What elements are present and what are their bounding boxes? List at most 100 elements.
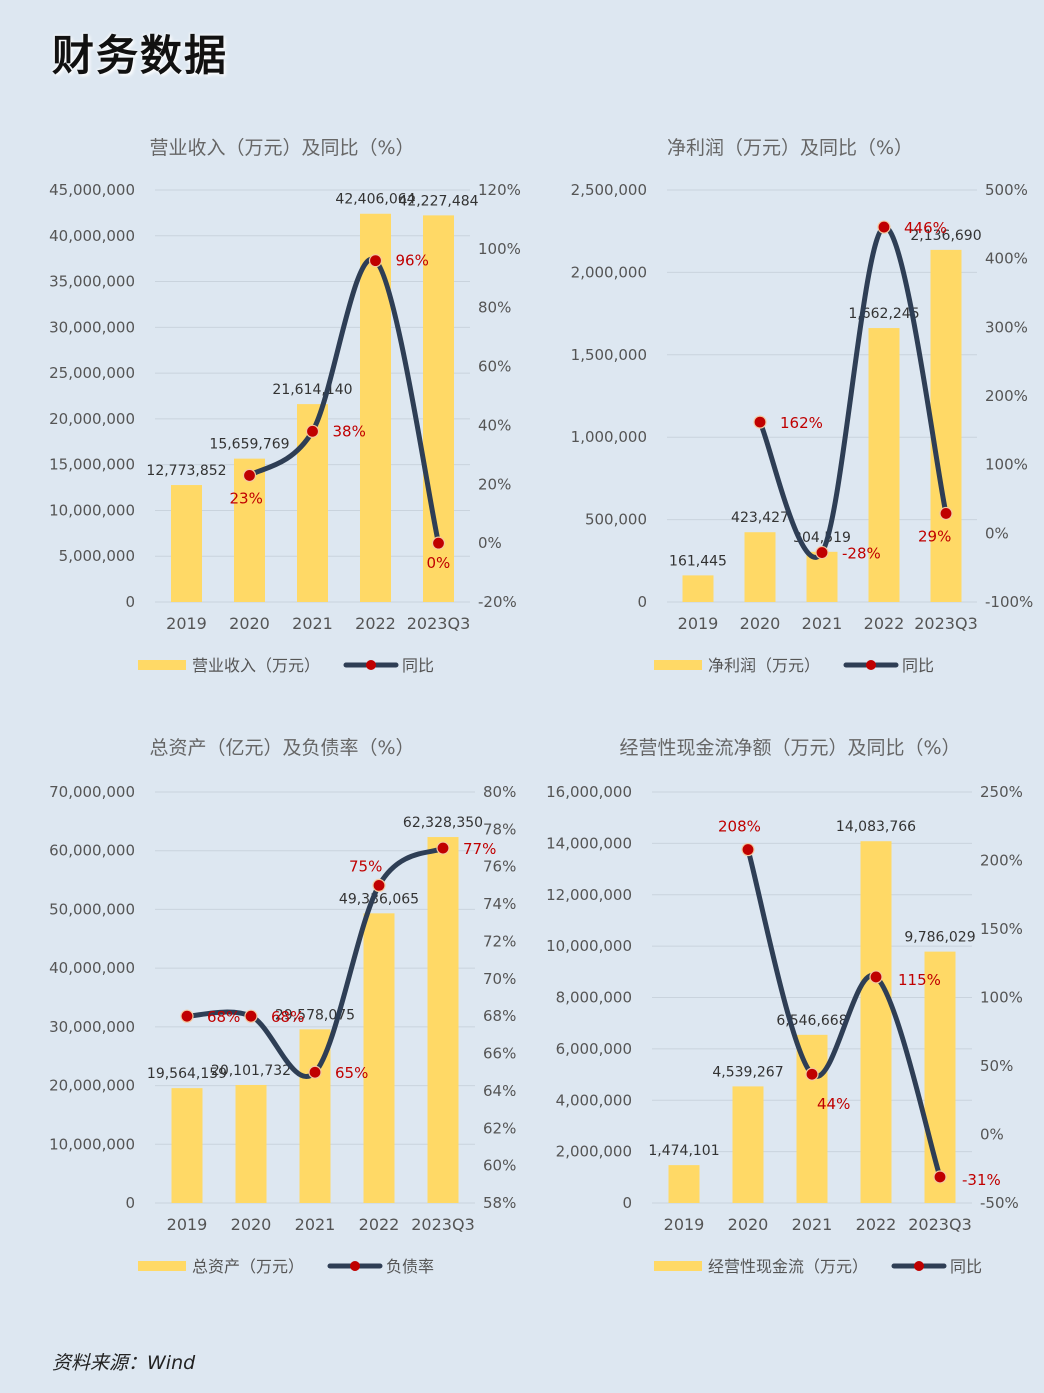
line-point <box>815 545 829 560</box>
right-axis-tick: 100% <box>985 456 1028 474</box>
left-axis-tick: 1,500,000 <box>571 346 647 364</box>
line-series <box>757 224 949 560</box>
left-axis-tick: 10,000,000 <box>546 937 632 955</box>
line-point <box>180 1009 194 1023</box>
bar-value-label: 161,445 <box>669 553 727 569</box>
right-axis-tick: 78% <box>483 820 516 838</box>
category-label: 2023Q3 <box>407 614 471 633</box>
line-point <box>933 1170 947 1184</box>
right-axis-tick: 66% <box>483 1045 516 1063</box>
chart-title: 营业收入（万元）及同比（%） <box>149 137 414 159</box>
line-point <box>869 970 883 984</box>
right-axis-tick: 0% <box>980 1126 1004 1144</box>
left-axis-tick: 8,000,000 <box>556 989 632 1007</box>
bar <box>924 951 956 1203</box>
revenue-chart: 营业收入（万元）及同比（%） 0 5,000,000 10,000,000 15,000… <box>49 137 521 675</box>
chart-title: 经营性现金流净额（万元）及同比（%） <box>619 737 960 759</box>
bar <box>360 213 391 602</box>
bar-value-label: 21,614,140 <box>272 382 352 398</box>
line-value-label: 96% <box>396 252 429 270</box>
bar-value-label: 19,564,159 <box>147 1066 227 1082</box>
right-axis-tick: 60% <box>478 358 511 376</box>
line-point <box>368 254 383 268</box>
line-value-label: 115% <box>898 971 941 989</box>
bar-value-label: 14,083,766 <box>836 819 916 835</box>
left-axis-tick: 25,000,000 <box>49 364 135 382</box>
line-series <box>745 847 943 1180</box>
bar-value-label: 4,539,267 <box>712 1064 783 1080</box>
right-axis-tick: 200% <box>985 387 1028 405</box>
line-value-label: 23% <box>230 489 263 507</box>
right-axis-tick: 100% <box>980 989 1023 1007</box>
left-axis-tick: 50,000,000 <box>49 900 135 918</box>
operating-cashflow-chart: 经营性现金流净额（万元）及同比（%） 0 2,000,000 4,000,000 6,0… <box>546 737 1023 1276</box>
bar <box>744 532 776 602</box>
category-label: 2020 <box>229 614 270 633</box>
bar-value-label: 49,336,065 <box>339 891 419 907</box>
line-value-label: 208% <box>718 818 761 836</box>
left-axis-tick: 30,000,000 <box>49 318 135 336</box>
category-label: 2022 <box>355 614 396 633</box>
left-axis-tick: 16,000,000 <box>546 783 632 801</box>
bar-value-label: 42,227,484 <box>398 193 478 209</box>
category-label: 2022 <box>864 614 905 633</box>
bar <box>796 1034 828 1203</box>
bar <box>363 913 395 1203</box>
left-axis-tick: 60,000,000 <box>49 842 135 860</box>
legend-bar-label: 经营性现金流（万元） <box>708 1257 868 1276</box>
line-value-label: 44% <box>817 1095 850 1113</box>
left-axis-tick: 15,000,000 <box>49 456 135 474</box>
category-label: 2020 <box>728 1215 769 1234</box>
legend-bar-swatch <box>138 660 186 670</box>
right-axis-tick: 76% <box>483 858 516 876</box>
line-point <box>242 468 257 483</box>
line-point <box>372 878 386 893</box>
category-label: 2019 <box>664 1215 705 1234</box>
line-series <box>184 845 446 1079</box>
total-assets-chart: 总资产（亿元）及负债率（%） 0 10,000,000 20,000,000 30,00… <box>49 737 516 1276</box>
left-axis-tick: 4,000,000 <box>556 1091 632 1109</box>
line-value-label: 75% <box>349 857 382 875</box>
line-value-label: -31% <box>962 1171 1001 1189</box>
right-axis-tick: 400% <box>985 250 1028 268</box>
bar-value-label: 15,659,769 <box>209 437 289 453</box>
line-value-label: -28% <box>842 545 881 563</box>
legend-line-marker <box>866 660 876 670</box>
line-point <box>877 220 891 234</box>
bar-value-label: 304,519 <box>793 530 851 546</box>
left-axis-tick: 20,000,000 <box>49 1077 135 1095</box>
chart-title: 总资产（亿元）及负债率（%） <box>149 737 414 759</box>
right-axis-tick: 60% <box>483 1157 516 1175</box>
bar <box>732 1086 764 1203</box>
category-label: 2021 <box>802 614 843 633</box>
category-label: 2022 <box>856 1215 897 1234</box>
right-axis-tick: -100% <box>985 593 1033 611</box>
bar <box>427 837 459 1203</box>
category-label: 2023Q3 <box>411 1215 475 1234</box>
bar-value-label: 20,101,732 <box>211 1063 291 1079</box>
right-axis-tick: 72% <box>483 932 516 950</box>
source-note: 资料来源：Wind <box>52 1352 196 1374</box>
bar <box>868 328 900 602</box>
category-label: 2019 <box>167 1215 208 1234</box>
net-profit-chart: 净利润（万元）及同比（%） 0 500,000 1,000,000 1,500,000 2… <box>571 137 1034 675</box>
bar <box>806 551 838 602</box>
left-axis-tick: 40,000,000 <box>49 227 135 245</box>
category-label: 2022 <box>359 1215 400 1234</box>
legend-line-label: 同比 <box>902 656 934 675</box>
left-axis-tick: 0 <box>637 593 647 611</box>
right-axis-tick: 70% <box>483 970 516 988</box>
category-label: 2021 <box>295 1215 336 1234</box>
right-axis-tick: 20% <box>478 475 511 493</box>
category-label: 2019 <box>678 614 719 633</box>
line-value-label: 68% <box>207 1008 240 1026</box>
category-label: 2021 <box>292 614 333 633</box>
line-point <box>431 536 446 550</box>
bar-value-label: 42,406,064 <box>335 192 415 208</box>
left-axis-tick: 10,000,000 <box>49 501 135 519</box>
right-axis-tick: -50% <box>980 1194 1019 1212</box>
line-point <box>939 506 953 521</box>
legend-bar-label: 总资产（万元） <box>192 1257 304 1276</box>
left-axis-tick: 14,000,000 <box>546 834 632 852</box>
right-axis-tick: 50% <box>980 1057 1013 1075</box>
